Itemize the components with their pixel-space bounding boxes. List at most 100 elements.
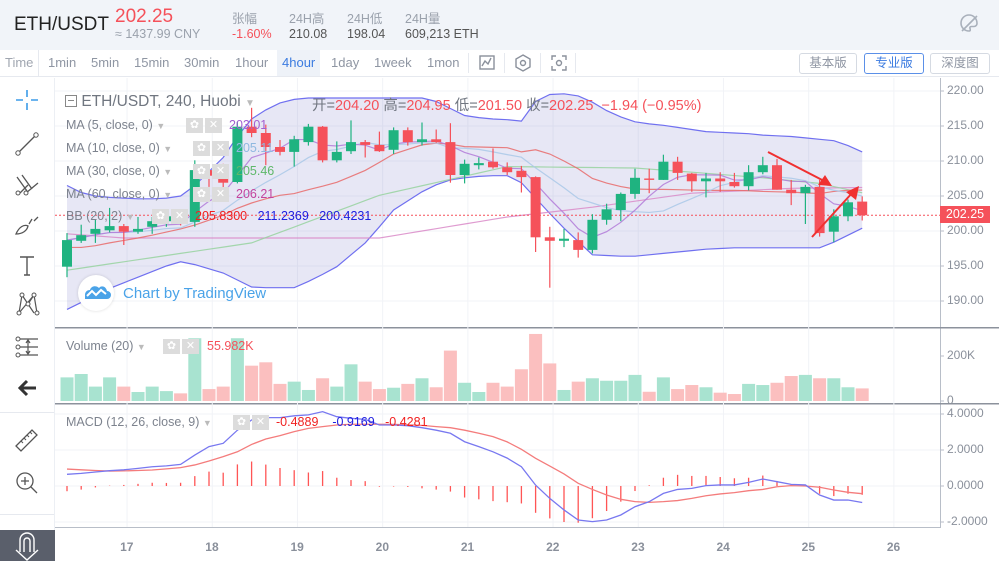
ma60-value: 206.21 [236, 187, 275, 201]
volume-bar [429, 387, 443, 401]
close-icon[interactable]: ✕ [212, 164, 229, 180]
pitchfork-icon[interactable] [12, 171, 42, 199]
chevron-down-icon[interactable]: ▼ [163, 167, 173, 177]
symbol-legend[interactable]: ETH/USDT, 240, Huobi ▼ [65, 93, 255, 111]
chevron-down-icon[interactable]: ▼ [163, 144, 173, 154]
candle-body [559, 238, 569, 241]
brush-icon[interactable] [12, 212, 42, 240]
tab-4hour[interactable]: 4hour [277, 50, 321, 76]
candle-body [473, 163, 484, 166]
toolbar-divider [0, 514, 54, 515]
ruler-icon[interactable] [12, 426, 42, 454]
bb-values: 205.8300 211.2369 200.4231 [195, 209, 371, 223]
ma5-legend[interactable]: MA (5, close, 0) ▼ [66, 118, 165, 132]
volume-bar [387, 387, 401, 401]
close-value: 202.25 [549, 98, 594, 114]
gear-icon[interactable]: ✿ [233, 415, 250, 431]
candle-body [587, 219, 598, 250]
close-icon[interactable]: ✕ [182, 339, 199, 355]
volume-bar [443, 350, 457, 401]
candle-body [246, 126, 257, 133]
candle-body [573, 240, 584, 250]
price-axis-border [940, 78, 941, 528]
volume-bar [798, 374, 812, 401]
chevron-down-icon[interactable]: ▼ [245, 98, 255, 109]
price-tick-label: 200.00 [947, 223, 984, 237]
pattern-icon[interactable] [12, 290, 42, 318]
macd-hist-value: -0.4889 [276, 415, 319, 429]
low-label: 低= [454, 98, 478, 114]
ma10-legend[interactable]: MA (10, close, 0) ▼ [66, 141, 172, 155]
tab-1mon[interactable]: 1mon [427, 55, 460, 70]
candle-body [360, 142, 371, 145]
tab-1day[interactable]: 1day [331, 55, 360, 70]
pro-view-button[interactable]: 专业版 [864, 53, 924, 74]
volume-tick-label: 0 [947, 393, 954, 407]
text-icon[interactable] [12, 252, 42, 280]
macd-legend[interactable]: MACD (12, 26, close, 9) ▼ [66, 415, 212, 429]
gear-icon[interactable]: ✿ [186, 118, 203, 134]
gear-icon[interactable]: ✿ [152, 209, 169, 225]
volume-bar [529, 333, 543, 401]
close-icon[interactable]: ✕ [212, 187, 229, 203]
zoom-in-icon[interactable] [12, 469, 42, 497]
trend-line-icon[interactable] [12, 130, 42, 158]
chevron-down-icon[interactable]: ▼ [156, 121, 166, 131]
bb-legend[interactable]: BB (20, 2) ▼ [66, 209, 135, 223]
candle-body [516, 170, 527, 178]
gear-icon[interactable]: ✿ [193, 187, 210, 203]
volume-bar [671, 389, 685, 401]
tradingview-cloud-icon [85, 286, 111, 299]
tab-30min[interactable]: 30min [184, 55, 220, 70]
close-icon[interactable]: ✕ [205, 118, 222, 134]
tab-time[interactable]: Time [0, 50, 40, 76]
chevron-down-icon[interactable]: ▼ [202, 418, 212, 428]
gear-icon[interactable]: ✿ [193, 164, 210, 180]
drawn-arrow-down[interactable] [767, 151, 832, 186]
collapse-icon[interactable] [65, 95, 77, 107]
stat-label-change: 张幅 [232, 12, 258, 26]
screenshot-button[interactable] [540, 53, 576, 73]
ma30-legend[interactable]: MA (30, close, 0) ▼ [66, 164, 172, 178]
candle-body [502, 167, 513, 173]
tab-1min[interactable]: 1min [48, 55, 77, 70]
close-icon[interactable]: ✕ [212, 141, 229, 157]
time-axis-border [55, 527, 940, 528]
candle-body [374, 144, 385, 152]
macd-line-value: -0.9169 [332, 415, 375, 429]
crosshair-icon[interactable] [12, 86, 42, 114]
chevron-down-icon[interactable]: ▼ [136, 342, 146, 352]
volume-legend[interactable]: Volume (20) ▼ [66, 339, 146, 353]
chevron-down-icon[interactable]: ▼ [163, 190, 173, 200]
palette-off-icon[interactable] [958, 12, 980, 34]
depth-chart-button[interactable]: 深度图 [930, 53, 990, 74]
time-tick-label: 24 [716, 540, 730, 554]
close-icon[interactable]: ✕ [252, 415, 269, 431]
tab-1hour[interactable]: 1hour [235, 55, 269, 70]
tab-15min[interactable]: 15min [134, 55, 170, 70]
volume-bar [855, 388, 869, 401]
volume-bar [301, 389, 315, 401]
basic-view-button[interactable]: 基本版 [799, 53, 857, 74]
tab-1week[interactable]: 1week [374, 55, 412, 70]
indicator-button[interactable] [468, 53, 504, 73]
measure-icon[interactable] [12, 333, 42, 361]
gear-icon[interactable]: ✿ [193, 141, 210, 157]
chevron-down-icon[interactable]: ▼ [125, 212, 135, 222]
last-price-label: 202.25 [940, 206, 990, 223]
gear-icon[interactable]: ✿ [163, 339, 180, 355]
drawn-arrow-up[interactable] [811, 186, 859, 238]
tab-5min[interactable]: 5min [91, 55, 120, 70]
magnet-button[interactable] [0, 530, 55, 561]
time-tick-label: 22 [546, 540, 560, 554]
settings-button[interactable] [504, 53, 540, 73]
ma10-value: 205.11 [236, 141, 274, 155]
macd-signal-line [66, 423, 863, 504]
candle-body [701, 178, 711, 182]
back-arrow-icon[interactable] [12, 374, 42, 402]
close-icon[interactable]: ✕ [171, 209, 188, 225]
ma60-legend[interactable]: MA (60, close, 0) ▼ [66, 187, 172, 201]
candle-body [488, 161, 498, 168]
tradingview-watermark[interactable]: Chart by TradingView [123, 285, 267, 302]
